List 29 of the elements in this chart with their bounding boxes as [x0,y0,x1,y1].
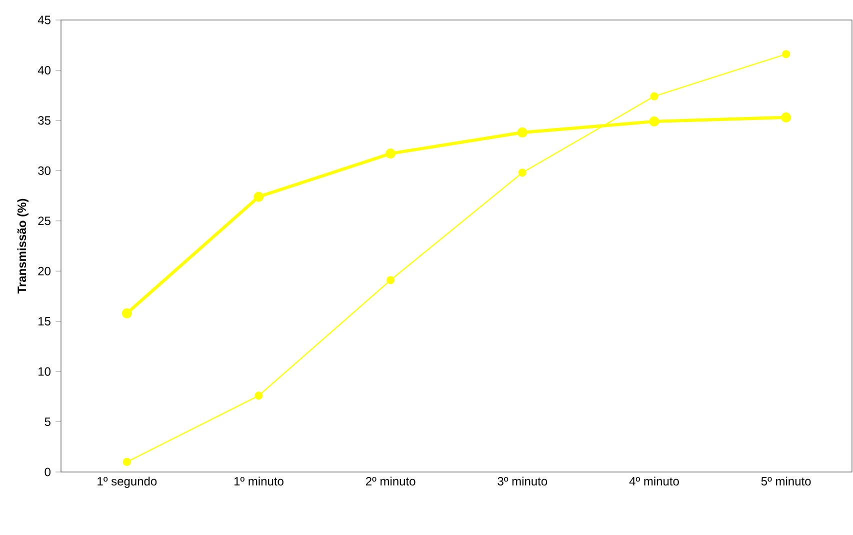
x-tick-label: 2º minuto [366,476,416,486]
y-tick-label: 5 [44,418,50,426]
point [122,458,131,466]
point [649,116,660,127]
y-tick-label: 25 [38,216,50,226]
point [386,276,395,284]
x-tick-label: 5º minuto [761,476,811,486]
x-tick-label: 1º minuto [234,476,284,486]
x-tick-label: 1º segundo [98,476,157,488]
y-tick-label: 20 [38,266,50,276]
point [518,168,526,177]
x-tick-label: 3º minuto [498,476,548,486]
y-axis-title: Transmissão (%) [17,198,28,294]
point [254,392,263,400]
y-tick-label: 35 [38,116,50,125]
point [122,308,132,318]
y-tick-label: 30 [38,166,50,175]
y-tick-label: 40 [38,66,50,74]
point [781,112,792,122]
point [386,148,396,159]
y-tick-label: 0 [44,468,51,476]
y-tick-label: 15 [38,317,50,326]
y-tick-label: 45 [38,16,50,24]
y-tick-label: 10 [38,367,50,376]
point [517,127,528,138]
x-tick-label: 4º minuto [629,476,679,486]
point [782,50,790,58]
point [650,92,658,100]
point [254,192,264,202]
